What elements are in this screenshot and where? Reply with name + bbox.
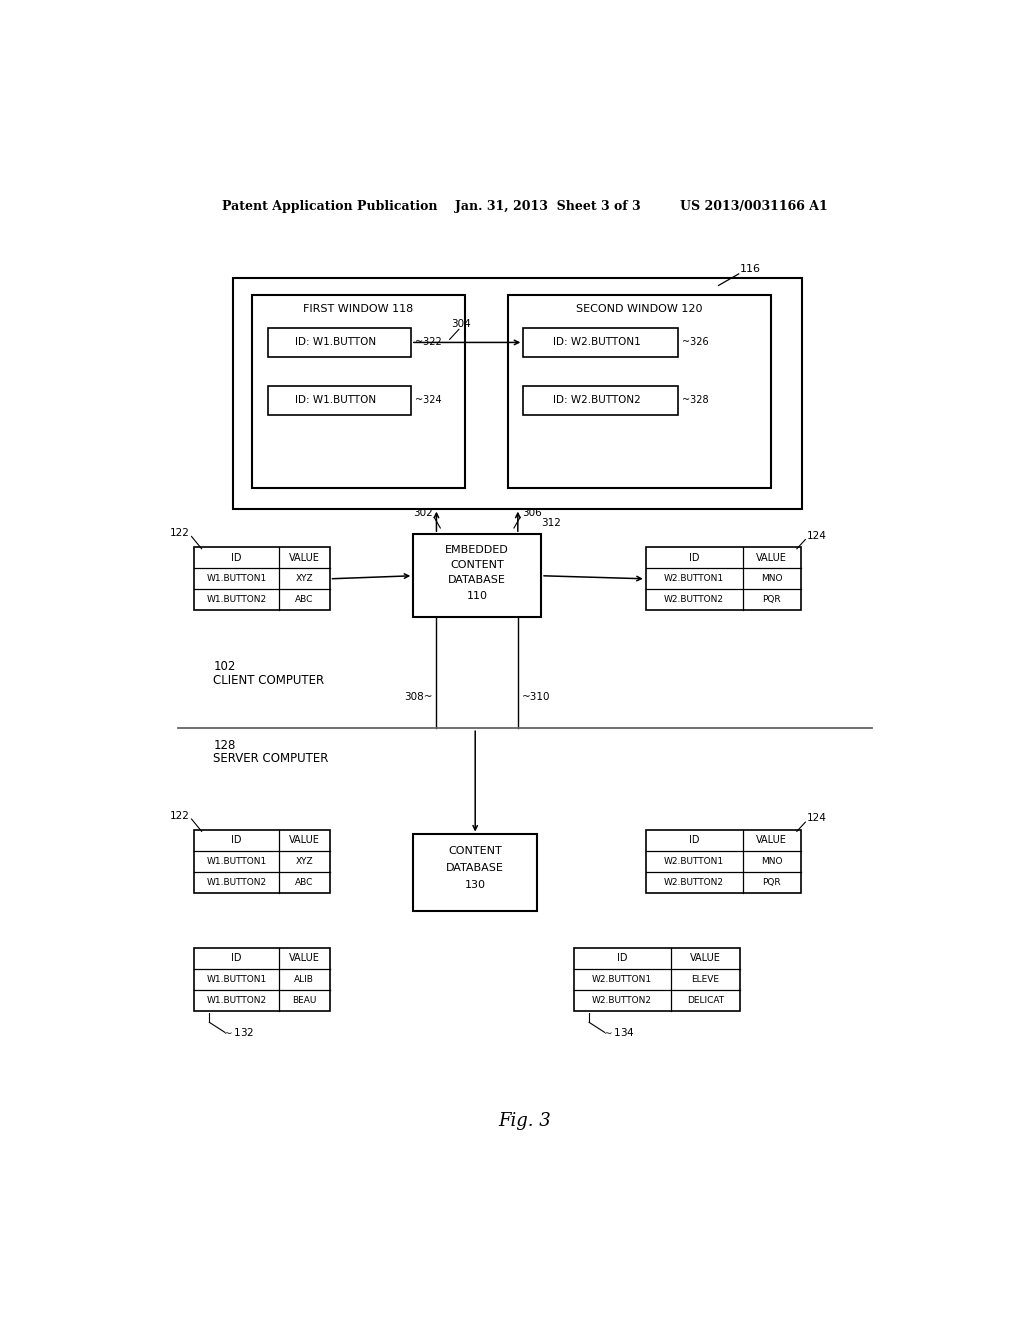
Bar bbox=[508, 296, 771, 488]
Text: ID: ID bbox=[689, 553, 699, 562]
Text: ~324: ~324 bbox=[415, 395, 441, 405]
Text: ID: ID bbox=[231, 836, 242, 845]
Text: BEAU: BEAU bbox=[292, 995, 316, 1005]
Text: ID: W2.BUTTON1: ID: W2.BUTTON1 bbox=[553, 338, 641, 347]
Text: ABC: ABC bbox=[295, 595, 313, 605]
Bar bbox=[194, 948, 330, 1011]
Text: CLIENT COMPUTER: CLIENT COMPUTER bbox=[213, 675, 325, 686]
Text: W1.BUTTON1: W1.BUTTON1 bbox=[207, 574, 266, 583]
Text: 306: 306 bbox=[521, 508, 542, 517]
Text: 304: 304 bbox=[452, 319, 471, 329]
Bar bbox=[267, 385, 411, 414]
Text: 124: 124 bbox=[807, 531, 826, 541]
Text: 124: 124 bbox=[807, 813, 826, 824]
Text: VALUE: VALUE bbox=[756, 836, 787, 845]
Text: PQR: PQR bbox=[762, 595, 781, 605]
Bar bbox=[523, 327, 678, 358]
Text: 312: 312 bbox=[541, 517, 561, 528]
Text: W1.BUTTON1: W1.BUTTON1 bbox=[207, 857, 266, 866]
Text: ID: W1.BUTTON: ID: W1.BUTTON bbox=[295, 338, 376, 347]
Bar bbox=[573, 948, 740, 1011]
Text: W2.BUTTON2: W2.BUTTON2 bbox=[665, 595, 724, 605]
Bar bbox=[414, 535, 541, 618]
Text: 128: 128 bbox=[213, 739, 236, 751]
Text: ~322: ~322 bbox=[415, 338, 441, 347]
Text: ~326: ~326 bbox=[682, 338, 709, 347]
Text: W1.BUTTON1: W1.BUTTON1 bbox=[207, 974, 266, 983]
Text: W2.BUTTON2: W2.BUTTON2 bbox=[592, 995, 652, 1005]
Text: $\sim$132: $\sim$132 bbox=[221, 1027, 255, 1039]
Text: ID: W2.BUTTON2: ID: W2.BUTTON2 bbox=[553, 395, 641, 405]
Text: VALUE: VALUE bbox=[289, 953, 319, 964]
Text: W2.BUTTON1: W2.BUTTON1 bbox=[665, 574, 724, 583]
Bar bbox=[267, 327, 411, 358]
Text: VALUE: VALUE bbox=[289, 836, 319, 845]
Text: W2.BUTTON2: W2.BUTTON2 bbox=[665, 878, 724, 887]
Text: DATABASE: DATABASE bbox=[446, 863, 504, 874]
Text: ALIB: ALIB bbox=[294, 974, 314, 983]
Text: Patent Application Publication    Jan. 31, 2013  Sheet 3 of 3         US 2013/00: Patent Application Publication Jan. 31, … bbox=[222, 199, 827, 213]
Bar bbox=[232, 277, 802, 508]
Text: W1.BUTTON2: W1.BUTTON2 bbox=[207, 878, 266, 887]
Text: VALUE: VALUE bbox=[690, 953, 721, 964]
Text: SECOND WINDOW 120: SECOND WINDOW 120 bbox=[577, 305, 702, 314]
Text: PQR: PQR bbox=[762, 878, 781, 887]
Text: ABC: ABC bbox=[295, 878, 313, 887]
Text: ID: ID bbox=[231, 553, 242, 562]
Text: 302: 302 bbox=[413, 508, 432, 517]
Text: 130: 130 bbox=[465, 880, 485, 890]
Text: DELICAT: DELICAT bbox=[687, 995, 724, 1005]
Text: XYZ: XYZ bbox=[296, 857, 313, 866]
Text: VALUE: VALUE bbox=[289, 553, 319, 562]
Text: W1.BUTTON2: W1.BUTTON2 bbox=[207, 995, 266, 1005]
Text: $\sim$134: $\sim$134 bbox=[601, 1027, 635, 1039]
Bar bbox=[414, 834, 538, 911]
Text: DATABASE: DATABASE bbox=[449, 576, 506, 585]
Text: ID: ID bbox=[689, 836, 699, 845]
Text: CONTENT: CONTENT bbox=[449, 846, 502, 857]
Text: 102: 102 bbox=[213, 660, 236, 673]
Text: 116: 116 bbox=[740, 264, 761, 273]
Text: ~310: ~310 bbox=[521, 693, 550, 702]
Text: ELEVE: ELEVE bbox=[691, 974, 720, 983]
Text: 308~: 308~ bbox=[404, 693, 432, 702]
Bar bbox=[194, 830, 330, 892]
Text: 122: 122 bbox=[170, 528, 190, 539]
Bar bbox=[646, 830, 801, 892]
Bar bbox=[252, 296, 465, 488]
Text: MNO: MNO bbox=[761, 574, 782, 583]
Text: FIRST WINDOW 118: FIRST WINDOW 118 bbox=[303, 305, 414, 314]
Bar bbox=[523, 385, 678, 414]
Text: ID: ID bbox=[231, 953, 242, 964]
Text: MNO: MNO bbox=[761, 857, 782, 866]
Text: 122: 122 bbox=[170, 810, 190, 821]
Text: W2.BUTTON1: W2.BUTTON1 bbox=[592, 974, 652, 983]
Text: Fig. 3: Fig. 3 bbox=[499, 1111, 551, 1130]
Text: ID: ID bbox=[616, 953, 628, 964]
Text: W1.BUTTON2: W1.BUTTON2 bbox=[207, 595, 266, 605]
Text: VALUE: VALUE bbox=[756, 553, 787, 562]
Bar bbox=[646, 548, 801, 610]
Text: W2.BUTTON1: W2.BUTTON1 bbox=[665, 857, 724, 866]
Bar bbox=[194, 548, 330, 610]
Text: CONTENT: CONTENT bbox=[451, 560, 504, 570]
Text: XYZ: XYZ bbox=[296, 574, 313, 583]
Text: SERVER COMPUTER: SERVER COMPUTER bbox=[213, 752, 329, 766]
Text: ~328: ~328 bbox=[682, 395, 709, 405]
Text: 110: 110 bbox=[467, 591, 487, 601]
Text: EMBEDDED: EMBEDDED bbox=[445, 545, 509, 554]
Text: ID: W1.BUTTON: ID: W1.BUTTON bbox=[295, 395, 376, 405]
